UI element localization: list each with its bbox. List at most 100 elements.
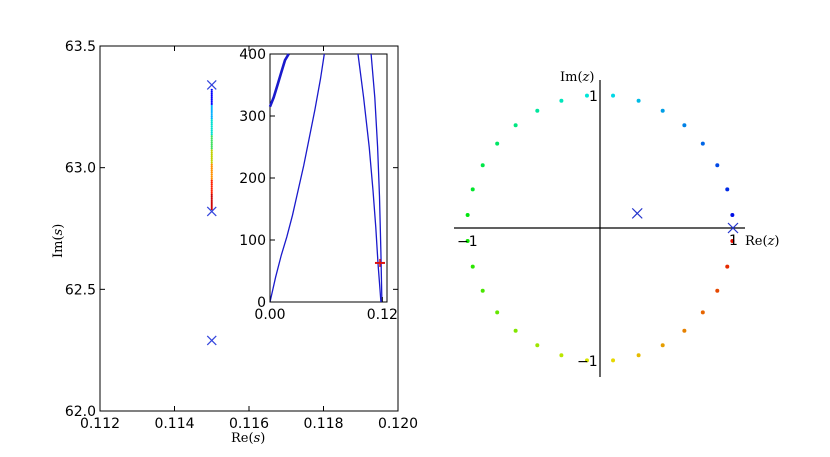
main-y-tick-label: 62.0: [65, 404, 96, 420]
main-dotted-path: [210, 88, 213, 211]
main-path-dot: [210, 137, 213, 140]
main-path-dot: [210, 143, 213, 146]
z-circle-point: [559, 98, 564, 103]
main-path-dot: [210, 149, 213, 152]
z-cross-marker: [631, 207, 643, 219]
main-path-dot: [210, 187, 213, 190]
inset-curve: [357, 53, 382, 303]
main-y-tick-label: 63.5: [65, 39, 96, 55]
main-path-dot: [210, 100, 213, 104]
main-path-dot: [210, 151, 213, 154]
z-circle-point: [715, 288, 720, 293]
z-circle-point: [584, 93, 589, 98]
z-circle-point: [535, 343, 540, 348]
inset-y-tick-label: 200: [239, 171, 266, 187]
main-path-dot: [210, 189, 213, 192]
main-crosses: [206, 80, 217, 346]
inset-curve: [269, 53, 325, 303]
main-path-dot: [210, 175, 213, 178]
z-circle-point: [725, 264, 730, 269]
z-circle-point: [700, 310, 705, 315]
main-path-dot: [210, 88, 213, 91]
main-y-tick-label: 63.0: [65, 161, 96, 177]
main-cross-marker: [206, 335, 217, 346]
z-circle-point: [465, 212, 470, 217]
inset-y-tick-label: 300: [239, 109, 266, 125]
main-path-dot: [210, 123, 213, 126]
z-circle-point: [584, 358, 589, 363]
z-circle-point: [715, 163, 720, 168]
main-path-dot: [210, 139, 213, 142]
main-path-dot: [210, 155, 213, 158]
main-path-dot: [210, 157, 213, 160]
inset-x-tick-label: 0.00: [254, 307, 285, 323]
z-circle-point: [480, 288, 485, 293]
main-path-dot: [210, 127, 213, 130]
main-path-dot: [210, 185, 213, 188]
z-circle-point: [513, 123, 518, 128]
main-path-dot: [210, 133, 213, 136]
main-x-ticks: 0.112 0.114 0.116 0.118 0.120: [80, 46, 418, 432]
z-cross-marker: [727, 222, 739, 234]
main-cross-marker-stroke-b: [206, 206, 217, 217]
main-path-dot: [210, 129, 213, 132]
inset-x-ticks: 0.00 0.12: [254, 297, 398, 323]
main-path-dot: [210, 125, 213, 128]
z-tick-x-pos: 1: [729, 233, 738, 249]
z-circle-point: [611, 358, 616, 363]
z-circle-point: [682, 123, 687, 128]
main-path-dot: [210, 173, 213, 176]
main-y-tick-label: 62.5: [65, 282, 96, 298]
z-circle-point: [470, 187, 475, 192]
main-path-dot: [210, 104, 213, 108]
z-circle-point: [682, 328, 687, 333]
z-circle-point: [513, 328, 518, 333]
main-path-dot: [210, 145, 213, 148]
main-path-dot: [210, 207, 213, 211]
main-path-dot: [210, 119, 213, 122]
z-circle-point: [636, 353, 641, 358]
main-path-dot: [210, 165, 213, 168]
main-path-dot: [210, 114, 213, 118]
main-path-dot: [210, 193, 213, 196]
main-path-dot: [210, 106, 213, 110]
main-path-dot: [210, 147, 213, 150]
inset-y-ticks: 0 100 200 300 400: [239, 47, 275, 311]
main-path-dot: [210, 201, 213, 205]
z-circle-point: [495, 310, 500, 315]
main-cross-marker: [206, 206, 217, 217]
main-path-dot: [210, 90, 213, 93]
main-x-tick-label: 0.116: [229, 416, 269, 432]
inset-y-tick-label: 0: [257, 295, 266, 311]
main-x-tick-label: 0.118: [303, 416, 343, 432]
main-path-dot: [210, 153, 213, 156]
main-path-dot: [210, 141, 213, 144]
z-circle-point: [660, 108, 665, 113]
main-cross-marker-stroke-b: [206, 80, 217, 90]
z-circle-point: [636, 98, 641, 103]
z-circle-point: [725, 187, 730, 192]
main-y-ticks: 62.0 62.5 63.0 63.5: [65, 39, 398, 420]
z-circle-point: [611, 93, 616, 98]
main-path-dot: [210, 191, 213, 194]
main-x-tick-label: 0.120: [378, 416, 418, 432]
main-path-dot: [210, 203, 213, 207]
main-path-dot: [210, 102, 213, 106]
main-path-dot: [210, 197, 213, 201]
z-tick-y-pos: 1: [589, 89, 598, 105]
inset-curves: [268, 53, 383, 303]
main-path-dot: [210, 159, 213, 162]
z-tick-y-neg: −1: [577, 354, 598, 370]
main-path-dot: [210, 181, 213, 184]
inset-curve: [268, 53, 290, 108]
main-path-dot: [210, 108, 213, 112]
z-circle-points: [465, 93, 735, 363]
z-circle-point: [700, 141, 705, 146]
z-circle-point: [465, 239, 470, 244]
main-path-dot: [210, 131, 213, 134]
main-path-dot: [210, 183, 213, 186]
main-path-dot: [210, 195, 213, 199]
main-path-dot: [210, 167, 213, 170]
main-path-dot: [210, 161, 213, 164]
